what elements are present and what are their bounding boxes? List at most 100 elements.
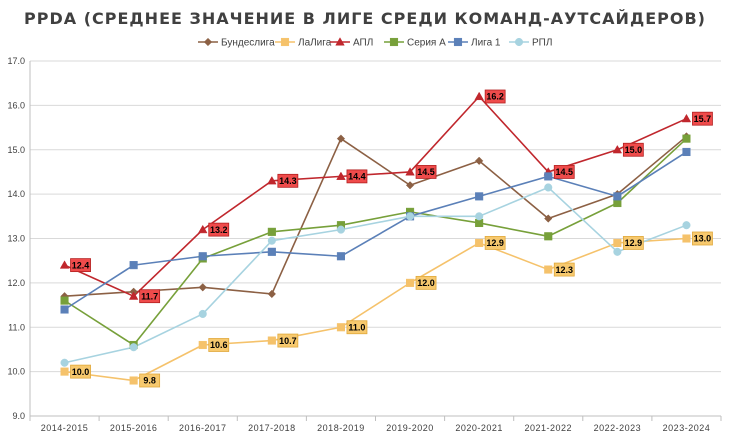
marker-series-3 [267,227,276,236]
x-tick-label: 2016-2017 [179,423,227,433]
x-tick-label: 2022-2023 [594,423,642,433]
legend-label: ЛаЛига [298,38,332,49]
marker-series-1 [613,238,622,247]
legend-label: Лига 1 [471,38,501,49]
marker-series-4 [60,305,69,314]
x-tick-label: 2021-2022 [524,423,572,433]
data-label: 13.0 [694,234,712,244]
marker-series-1 [267,336,276,345]
marker-series-3 [60,296,69,305]
marker-series-4 [475,192,484,201]
marker-series-4 [682,147,691,157]
data-label: 14.3 [279,176,297,186]
y-tick-label: 17.0 [7,56,25,66]
marker-series-1 [336,323,345,332]
marker-series-5 [198,309,207,318]
legend: Бундеслига ЛаЛига АПЛ Серия А Лига 1 РПЛ [198,37,552,49]
marker-series-0 [198,283,207,292]
data-label-box [208,222,230,237]
marker-series-5 [682,221,691,230]
x-tick-label: 2020-2021 [455,423,503,433]
line-series-4 [64,151,687,311]
legend-label: Серия А [407,38,446,49]
marker-series-1 [682,234,691,243]
data-label: 10.0 [72,367,90,377]
marker-series-5 [475,212,484,221]
marker-series-5 [336,225,346,234]
data-label: 15.0 [625,145,643,155]
x-tick-label: 2023-2024 [663,423,711,433]
marker-series-0 [474,156,484,165]
data-label-box [70,258,91,273]
marker-series-5 [267,236,276,245]
data-label: 13.2 [210,225,228,235]
data-label: 11.0 [348,322,365,332]
y-tick-label: 11.0 [8,322,25,332]
data-label-box [553,165,575,179]
marker-series-5 [544,183,553,192]
x-tick-label: 2017-2018 [248,423,296,433]
marker-series-2 [405,167,415,176]
axes: 9.0 10.0 11.0 12.0 13.0 14.0 15.0 16.0 17.0 2014-… [7,56,722,433]
y-tick-label: 14.0 [7,189,25,199]
legend-marker [280,37,290,47]
line-series-0 [64,135,687,297]
marker-series-0 [405,181,415,190]
data-label-box [622,236,644,250]
marker-series-4 [198,252,207,261]
marker-series-4 [544,172,553,181]
marker-series-2 [474,91,484,101]
data-label: 12.9 [625,238,643,248]
data-label-box [277,173,299,188]
line-series-1 [64,237,687,382]
data-label: 16.2 [486,92,504,102]
marker-series-4 [129,261,138,270]
data-label: 14.5 [555,167,573,177]
y-tick-label: 9.0 [12,411,25,421]
data-label: 14.5 [417,167,435,177]
marker-series-3 [544,232,553,241]
marker-series-1 [60,367,69,376]
data-label-box [70,364,91,379]
marker-series-2 [128,291,139,300]
series-lines [64,95,687,382]
data-label-box [484,236,506,250]
data-label: 9.8 [143,376,156,386]
data-label-box [692,231,713,246]
marker-series-5 [406,212,415,221]
series-markers [59,91,692,385]
x-tick-label: 2014-2015 [41,423,89,433]
data-label: 10.6 [210,340,228,350]
data-label: 11.7 [141,291,158,301]
marker-series-3 [682,134,691,143]
data-label-box [139,289,161,304]
marker-series-2 [59,260,70,269]
marker-series-0 [267,289,277,299]
marker-series-1 [406,278,415,287]
data-labels: 10.0 9.8 10.6 10.7 11.0 12.0 12.9 12.3 12.9 13.0 1… [70,89,713,388]
y-tick-label: 10.0 [7,367,25,377]
marker-series-4 [267,247,276,256]
data-label-box [139,373,161,388]
legend-marker [389,37,399,47]
data-label-box [346,169,368,184]
x-tick-label: 2018-2019 [317,423,365,433]
marker-series-0 [336,134,346,143]
line-series-5 [64,186,687,364]
data-label: 15.7 [694,114,712,124]
data-label: 10.7 [279,336,297,346]
marker-series-5 [129,343,138,352]
data-label-box [415,275,437,290]
legend-label: Бундеслига [221,38,275,49]
marker-series-2 [267,176,277,185]
data-label-box [208,338,230,352]
data-label-box [622,142,644,157]
legend-marker [335,37,345,46]
data-label-box [346,320,368,335]
data-label: 12.9 [486,238,504,248]
data-label-box [692,111,713,126]
data-label-box [415,165,437,179]
marker-series-5 [613,247,622,256]
